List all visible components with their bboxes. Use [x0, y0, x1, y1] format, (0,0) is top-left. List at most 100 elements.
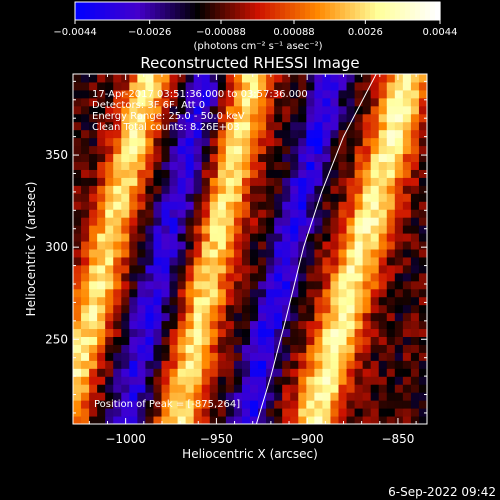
heatmap-cell — [378, 74, 388, 83]
heatmap-cell — [153, 376, 162, 385]
heatmap-cell — [129, 89, 138, 99]
heatmap-cell — [161, 416, 171, 424]
heatmap-cell — [306, 320, 315, 330]
heatmap-cell — [354, 89, 364, 99]
heatmap-cell — [73, 272, 82, 282]
heatmap-cell — [378, 256, 388, 266]
heatmap-cell — [370, 169, 380, 178]
heatmap-cell — [209, 201, 219, 210]
heatmap-cell — [290, 408, 299, 417]
heatmap-cell — [258, 264, 267, 274]
heatmap-cell — [322, 153, 331, 162]
heatmap-cell — [250, 145, 259, 155]
heatmap-cell — [402, 392, 412, 401]
heatmap-cell — [410, 328, 420, 337]
heatmap-cell — [306, 105, 315, 115]
heatmap-cell — [298, 416, 307, 424]
heatmap-cell — [145, 185, 154, 194]
heatmap-cell — [185, 256, 195, 266]
heatmap-cell — [330, 384, 339, 393]
heatmap-cell — [378, 384, 388, 393]
heatmap-cell — [193, 97, 203, 107]
heatmap-cell — [113, 121, 122, 131]
heatmap-cell — [129, 74, 138, 83]
heatmap-cell — [193, 280, 203, 290]
heatmap-cell — [250, 193, 259, 202]
heatmap-cell — [378, 376, 388, 385]
heatmap-cell — [129, 408, 138, 417]
heatmap-cell — [137, 328, 146, 337]
heatmap-cell — [233, 169, 243, 178]
heatmap-cell — [298, 344, 307, 353]
heatmap-cell — [418, 74, 427, 83]
heatmap-cell — [121, 400, 130, 409]
heatmap-cell — [209, 233, 219, 242]
heatmap-cell — [346, 320, 356, 330]
colorbar-swatch — [245, 2, 251, 20]
heatmap-cell — [241, 217, 251, 226]
heatmap-cell — [225, 256, 235, 266]
heatmap-cell — [97, 320, 106, 330]
heatmap-cell — [169, 249, 179, 258]
heatmap-cell — [298, 256, 307, 266]
heatmap-cell — [89, 225, 98, 234]
heatmap-cell — [129, 145, 138, 155]
heatmap-cell — [185, 416, 195, 424]
heatmap-cell — [129, 97, 138, 107]
heatmap-cell — [177, 416, 187, 424]
heatmap-cell — [418, 256, 427, 266]
heatmap-cell — [217, 217, 227, 226]
heatmap-cell — [177, 384, 187, 393]
heatmap-cell — [394, 328, 404, 337]
heatmap-cell — [153, 201, 162, 210]
heatmap-cell — [322, 344, 331, 353]
heatmap-cell — [330, 288, 339, 298]
heatmap-cell — [402, 304, 412, 314]
heatmap-cell — [217, 209, 227, 218]
heatmap-cell — [201, 177, 211, 186]
heatmap-cell — [258, 137, 267, 147]
heatmap-cell — [418, 296, 427, 306]
heatmap-cell — [129, 384, 138, 393]
heatmap-cell — [346, 264, 356, 274]
heatmap-cell — [185, 177, 195, 186]
heatmap-cell — [274, 352, 283, 361]
heatmap-cell — [73, 185, 82, 194]
heatmap-cell — [209, 161, 219, 170]
heatmap-cell — [241, 113, 251, 123]
heatmap-cell — [97, 145, 106, 155]
heatmap-cell — [274, 225, 283, 234]
heatmap-cell — [105, 360, 114, 369]
heatmap-cell — [362, 296, 372, 306]
heatmap-cell — [105, 392, 114, 401]
heatmap-cell — [169, 105, 179, 115]
heatmap-cell — [161, 177, 171, 186]
heatmap-cell — [201, 97, 211, 107]
heatmap-cell — [258, 344, 267, 353]
heatmap-cell — [233, 145, 243, 155]
heatmap-cell — [370, 288, 380, 298]
annotation-detectors: Detectors: 3F 6F, Att 0 — [92, 100, 205, 111]
heatmap-cell — [402, 249, 412, 258]
heatmap-cell — [121, 233, 130, 242]
heatmap-cell — [137, 368, 146, 377]
heatmap-cell — [241, 256, 251, 266]
heatmap-cell — [81, 400, 90, 409]
heatmap-cell — [282, 296, 291, 306]
heatmap-cell — [290, 217, 299, 226]
heatmap-cell — [209, 304, 219, 314]
heatmap-cell — [394, 304, 404, 314]
heatmap-cell — [346, 201, 356, 210]
heatmap-cell — [105, 241, 114, 250]
heatmap-cell — [177, 233, 187, 242]
heatmap-cell — [330, 400, 339, 409]
heatmap-cell — [394, 249, 404, 258]
heatmap-cell — [177, 272, 187, 282]
heatmap-cell — [370, 225, 380, 234]
heatmap-cell — [266, 137, 275, 147]
heatmap-cell — [161, 352, 171, 361]
heatmap-cell — [201, 249, 211, 258]
heatmap-cell — [129, 352, 138, 361]
heatmap-cell — [330, 233, 339, 242]
heatmap-cell — [394, 153, 404, 162]
